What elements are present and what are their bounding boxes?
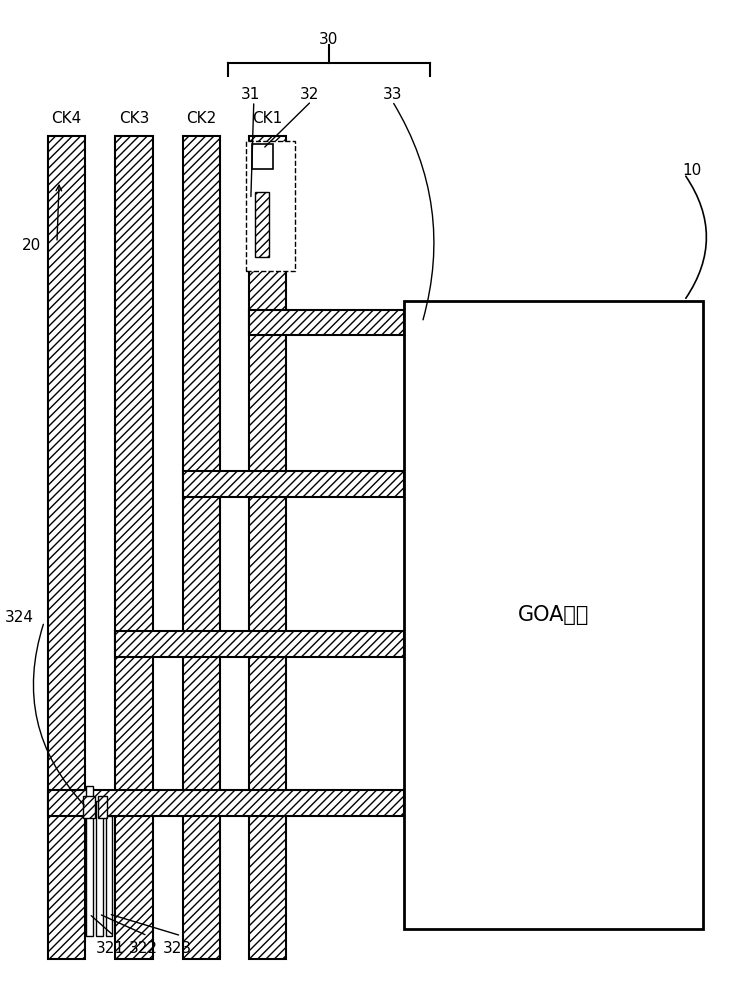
Bar bbox=[248, 136, 286, 959]
Text: 321: 321 bbox=[96, 941, 124, 956]
Bar bbox=[96, 801, 102, 936]
Text: CK3: CK3 bbox=[119, 111, 149, 126]
Bar bbox=[83, 796, 95, 818]
Text: GOA电路: GOA电路 bbox=[517, 605, 589, 625]
Bar bbox=[115, 136, 153, 959]
Bar bbox=[115, 631, 404, 657]
Bar bbox=[98, 796, 107, 818]
Bar bbox=[255, 165, 269, 257]
Bar bbox=[252, 144, 273, 169]
Bar bbox=[245, 141, 295, 271]
Text: 324: 324 bbox=[5, 610, 34, 625]
Text: 33: 33 bbox=[383, 87, 402, 102]
Text: 323: 323 bbox=[163, 941, 192, 956]
Bar bbox=[183, 136, 220, 959]
Bar bbox=[48, 136, 85, 959]
Bar bbox=[255, 192, 269, 257]
Bar bbox=[105, 816, 112, 936]
Bar bbox=[248, 145, 279, 267]
Bar bbox=[248, 310, 404, 335]
Text: CK1: CK1 bbox=[252, 111, 282, 126]
Bar bbox=[48, 790, 404, 816]
Text: 10: 10 bbox=[682, 163, 701, 178]
Text: CK4: CK4 bbox=[51, 111, 82, 126]
Text: 20: 20 bbox=[22, 238, 41, 253]
Bar bbox=[404, 301, 703, 929]
Text: 31: 31 bbox=[240, 87, 260, 102]
Text: CK2: CK2 bbox=[186, 111, 217, 126]
Bar bbox=[86, 786, 93, 936]
Bar bbox=[183, 471, 404, 497]
Text: 322: 322 bbox=[130, 941, 158, 956]
Text: 32: 32 bbox=[300, 87, 319, 102]
Text: 30: 30 bbox=[319, 32, 338, 47]
